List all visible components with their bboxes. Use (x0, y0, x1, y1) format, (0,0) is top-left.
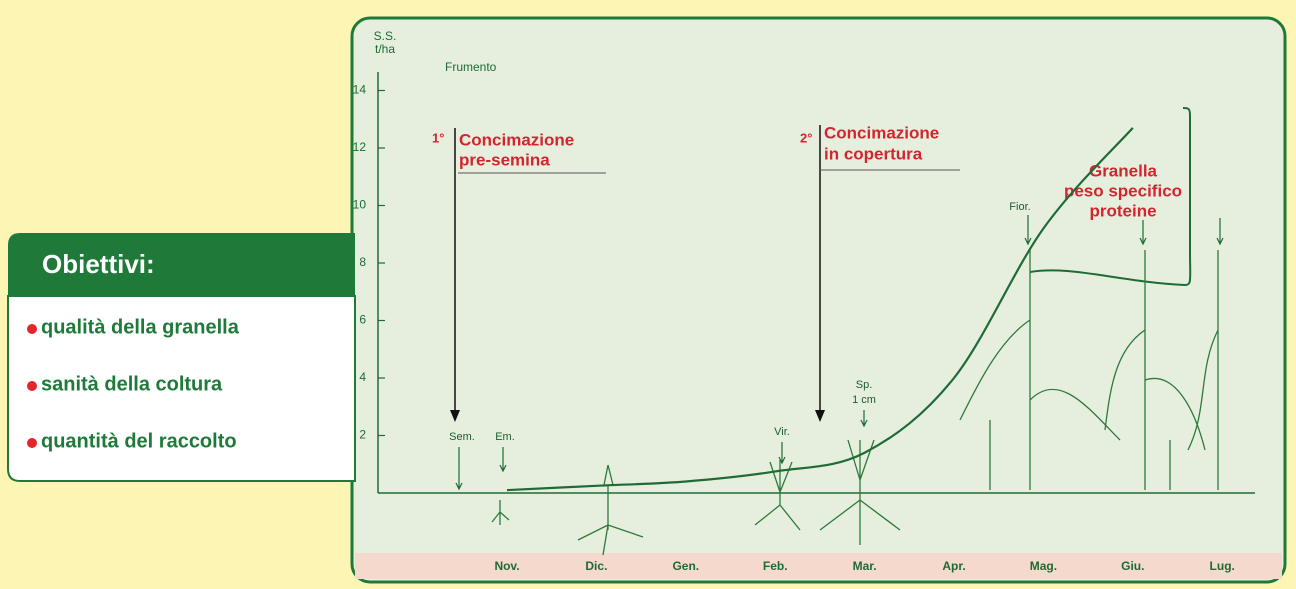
annotation: 2° (800, 130, 812, 145)
y-tick-label: 12 (353, 140, 367, 154)
x-tick-label: Gen. (672, 559, 699, 573)
x-tick-label: Mar. (853, 559, 877, 573)
y-label: t/ha (375, 42, 395, 56)
x-tick-label: Lug. (1210, 559, 1235, 573)
annotation: Concimazione (824, 123, 939, 142)
crop-label: Frumento (445, 60, 497, 74)
x-tick-label: Dic. (585, 559, 607, 573)
bullet (27, 438, 37, 448)
y-tick-label: 2 (359, 428, 366, 442)
stage-label: Em. (495, 431, 515, 443)
x-tick-label: Giu. (1121, 559, 1144, 573)
y-tick-label: 8 (359, 255, 366, 269)
objective-item: sanità della coltura (41, 373, 223, 395)
y-tick-label: 10 (353, 198, 367, 212)
stage-label: Sem. (449, 431, 475, 443)
objectives-list: qualità della granella sanità della coltu… (27, 316, 240, 452)
stage-label: Fior. (1009, 201, 1030, 213)
objective-item: qualità della granella (41, 316, 240, 338)
x-tick-label: Feb. (763, 559, 788, 573)
annotation: proteine (1089, 201, 1156, 220)
x-tick-label: Apr. (942, 559, 965, 573)
annotation: pre-semina (459, 150, 550, 169)
annotation: 1° (432, 130, 444, 145)
annotation: peso specifico (1064, 181, 1182, 200)
page: S.S. t/ha Frumento 1° Concimazione pre-s… (0, 0, 1296, 589)
y-label: S.S. (374, 29, 397, 43)
x-tick-label: Nov. (494, 559, 519, 573)
stage-label: Sp. (856, 379, 873, 391)
y-tick-label: 4 (359, 370, 366, 384)
bullet (27, 381, 37, 391)
annotation: Concimazione (459, 130, 574, 149)
annotation: in copertura (824, 144, 923, 163)
objective-item: quantità del raccolto (41, 430, 237, 452)
objectives-title: Obiettivi: (42, 249, 155, 279)
x-tick-label: Mag. (1030, 559, 1057, 573)
stage-label: 1 cm (852, 394, 876, 406)
y-tick-label: 6 (359, 313, 366, 327)
y-tick-label: 14 (353, 83, 367, 97)
stage-label: Vir. (774, 426, 790, 438)
bullet (27, 324, 37, 334)
